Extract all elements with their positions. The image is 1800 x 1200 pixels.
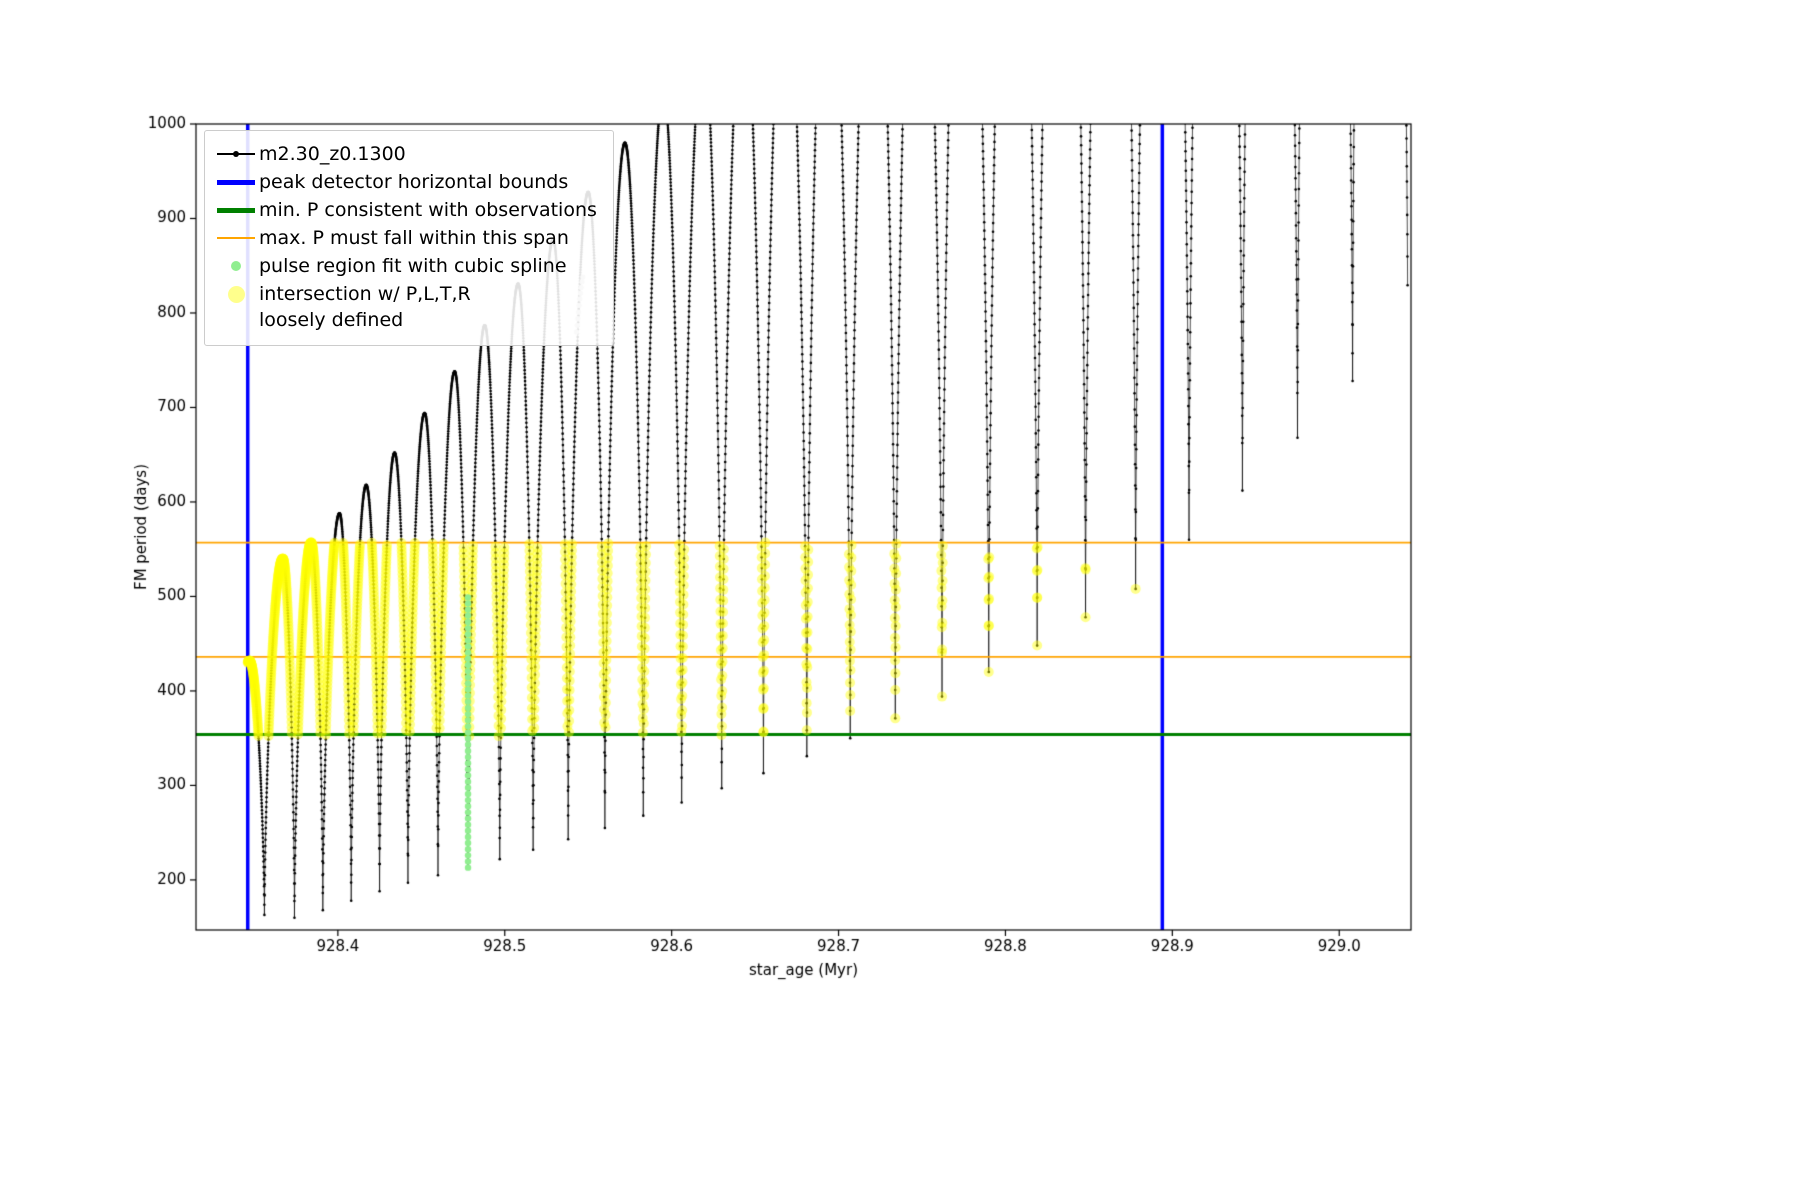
yellow-dot-icon (213, 281, 259, 307)
blue-line-icon (213, 169, 259, 195)
legend-item-max-p: max. P must fall within this span (213, 225, 597, 251)
green-dot-icon (213, 253, 259, 279)
series-line-marker-icon (213, 141, 259, 167)
legend: m2.30_z0.1300 peak detector horizontal b… (204, 130, 614, 346)
legend-label-peak-bounds: peak detector horizontal bounds (259, 171, 569, 193)
legend-item-pulse-region: pulse region fit with cubic spline (213, 253, 597, 279)
legend-item-min-p: min. P consistent with observations (213, 197, 597, 223)
legend-label-series: m2.30_z0.1300 (259, 143, 406, 165)
legend-label-intersection: intersection w/ P,L,T,R loosely defined (259, 283, 471, 331)
legend-label-max-p: max. P must fall within this span (259, 227, 569, 249)
green-line-icon (213, 197, 259, 223)
legend-item-intersection: intersection w/ P,L,T,R loosely defined (213, 281, 597, 333)
legend-item-series: m2.30_z0.1300 (213, 141, 597, 167)
legend-label-pulse-region: pulse region fit with cubic spline (259, 255, 567, 277)
legend-label-min-p: min. P consistent with observations (259, 199, 597, 221)
legend-item-peak-bounds: peak detector horizontal bounds (213, 169, 597, 195)
orange-line-icon (213, 225, 259, 251)
